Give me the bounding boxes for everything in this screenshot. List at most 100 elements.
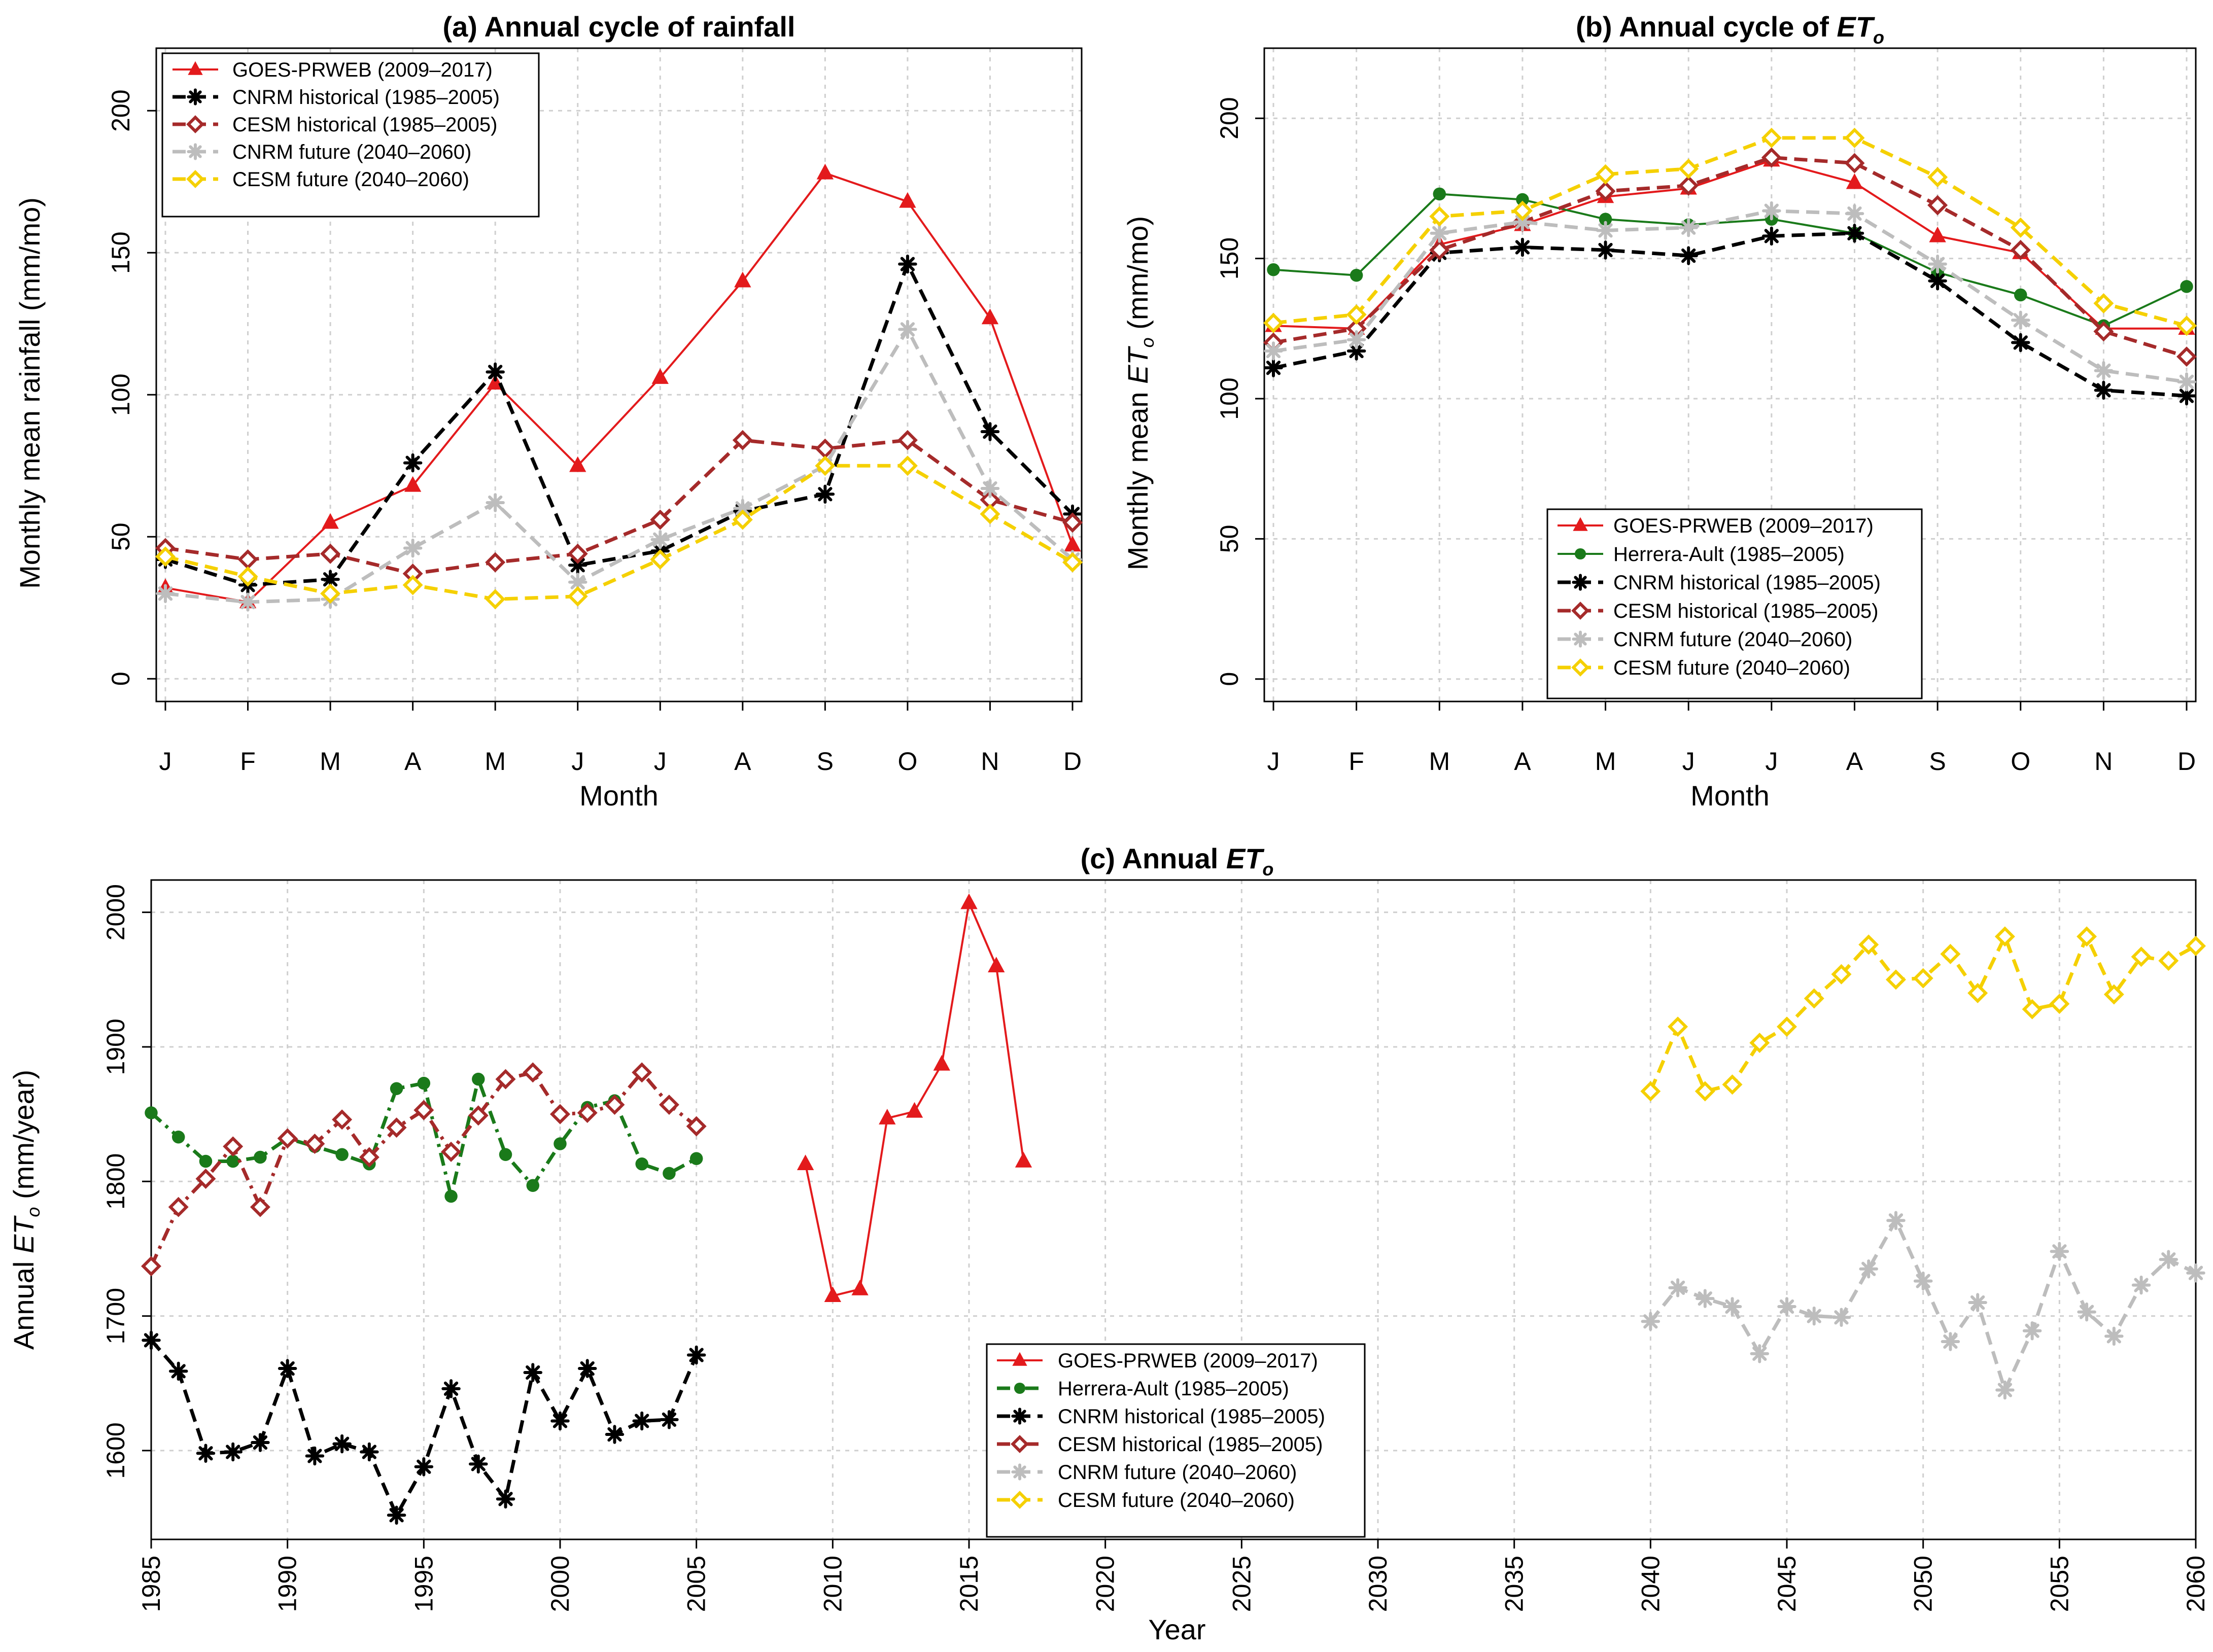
data-point-herrera bbox=[635, 1157, 648, 1171]
data-point-cesm_fut bbox=[2010, 217, 2031, 238]
x-tick-label: J bbox=[159, 747, 172, 776]
y-tick-label: 1800 bbox=[101, 1153, 130, 1210]
series-line-cesm_hist bbox=[165, 438, 1073, 576]
data-point-cesm_hist bbox=[659, 1095, 679, 1115]
data-point-cnrm_hist bbox=[815, 484, 835, 504]
x-tick-label: N bbox=[2094, 747, 2113, 776]
legend-item-cnrm_hist: CNRM historical (1985–2005) bbox=[1558, 572, 1881, 594]
legend-box bbox=[1546, 508, 1923, 699]
data-point-cesm_fut bbox=[1831, 964, 1852, 985]
data-point-cesm_hist bbox=[141, 1256, 161, 1277]
legend-item-cnrm_fut: CNRM future (2040–2060) bbox=[1558, 628, 1852, 651]
data-point-cesm_fut bbox=[155, 546, 176, 567]
panel-b-xlabel: Month bbox=[1690, 780, 1770, 812]
data-point-cesm_hist bbox=[686, 1116, 707, 1137]
data-point-cnrm_hist bbox=[660, 1410, 679, 1429]
series-cnrm_hist bbox=[142, 1330, 706, 1525]
series-line-goes bbox=[1273, 159, 2187, 330]
data-point-herrera bbox=[335, 1148, 349, 1161]
x-tick-label: A bbox=[404, 747, 422, 776]
data-point-goes bbox=[1064, 536, 1081, 552]
data-point-cnrm_fut bbox=[568, 573, 587, 592]
data-point-herrera bbox=[1267, 263, 1280, 276]
data-point-cesm_hist bbox=[567, 543, 588, 564]
series-line-cnrm_fut bbox=[1273, 209, 2187, 384]
data-point-cnrm_hist bbox=[414, 1457, 434, 1477]
data-point-goes bbox=[1015, 1151, 1032, 1168]
series-cesm_hist bbox=[155, 430, 1083, 584]
data-point-herrera bbox=[145, 1106, 158, 1119]
data-point-cesm_hist bbox=[168, 1197, 189, 1217]
data-point-herrera bbox=[1516, 193, 1529, 206]
data-point-cnrm_hist bbox=[360, 1442, 379, 1462]
panel-a-legend: GOES-PRWEB (2009–2017) CNRM historical (1… bbox=[161, 52, 540, 218]
data-point-cnrm_fut bbox=[1995, 1380, 2015, 1400]
data-point-cesm_fut bbox=[2158, 951, 2179, 971]
data-point-cesm_hist bbox=[468, 1105, 489, 1126]
data-point-cesm_fut bbox=[815, 455, 836, 476]
data-point-cnrm_fut bbox=[1596, 221, 1615, 240]
legend-item-cnrm_fut: CNRM future (2040–2060) bbox=[172, 141, 471, 163]
legend-marker bbox=[1011, 1408, 1028, 1425]
series-line-cesm_hist bbox=[1273, 156, 2188, 359]
data-point-cesm_hist bbox=[523, 1062, 543, 1083]
x-tick-label: 2020 bbox=[1091, 1556, 1120, 1612]
data-point-cesm_hist bbox=[650, 509, 671, 530]
legend-item-herrera: Herrera-Ault (1985–2005) bbox=[997, 1378, 1289, 1400]
series-line-cnrm_fut bbox=[165, 327, 1074, 604]
data-point-cnrm_fut bbox=[1750, 1344, 1770, 1363]
data-point-cnrm_hist bbox=[496, 1489, 515, 1509]
legend-item-cesm_fut: CESM future (2040–2060) bbox=[172, 168, 469, 191]
data-point-cesm_hist bbox=[495, 1069, 516, 1089]
legend-box bbox=[161, 52, 540, 218]
legend-marker bbox=[1572, 630, 1589, 648]
data-point-goes bbox=[906, 1102, 923, 1118]
y-tick-label: 50 bbox=[107, 522, 135, 551]
legend-item-cesm_hist: CESM historical (1985–2005) bbox=[1558, 600, 1878, 622]
x-tick-label: F bbox=[1348, 747, 1364, 776]
data-point-cesm_fut bbox=[2022, 999, 2043, 1020]
x-tick-label: 2060 bbox=[2182, 1556, 2210, 1612]
series-line-cnrm_hist bbox=[164, 262, 1074, 587]
data-point-goes bbox=[651, 368, 669, 384]
series-cnrm_fut bbox=[1641, 1211, 2205, 1400]
data-point-cesm_fut bbox=[1678, 158, 1699, 179]
series-line-cnrm_hist bbox=[1273, 231, 2187, 398]
x-tick-label: J bbox=[571, 747, 584, 776]
x-tick-label: 1990 bbox=[273, 1556, 302, 1612]
x-tick-label: 2005 bbox=[682, 1556, 711, 1612]
x-tick-label: 2035 bbox=[1500, 1556, 1529, 1612]
data-point-cesm_fut bbox=[732, 509, 753, 530]
panel-c-annual-eto: (c) Annual ETo Year Annual ETo (mm/year)… bbox=[8, 842, 2210, 1645]
data-point-cesm_hist bbox=[277, 1128, 298, 1149]
panel-a-xlabel: Month bbox=[579, 780, 659, 812]
panel-b-legend: GOES-PRWEB (2009–2017) Herrera-Ault (1985… bbox=[1546, 508, 1923, 699]
x-tick-label: A bbox=[1846, 747, 1863, 776]
legend-label: CESM historical (1985–2005) bbox=[232, 114, 497, 136]
data-point-herrera bbox=[1433, 187, 1446, 201]
data-point-cesm_hist bbox=[732, 430, 753, 450]
legend-marker bbox=[186, 170, 204, 188]
data-point-herrera bbox=[2014, 288, 2027, 302]
x-tick-label: N bbox=[981, 747, 999, 776]
legend-marker bbox=[1574, 548, 1586, 560]
data-point-cesm_hist bbox=[2176, 346, 2197, 367]
data-point-herrera bbox=[444, 1189, 458, 1203]
data-point-goes bbox=[933, 1055, 950, 1071]
data-point-cnrm_fut bbox=[1845, 204, 1864, 223]
legend-label: CESM future (2040–2060) bbox=[1058, 1489, 1295, 1512]
panel-a-rainfall: (a) Annual cycle of rainfall Month Month… bbox=[14, 11, 1083, 812]
data-point-cesm_fut bbox=[320, 583, 341, 604]
x-tick-label: 1995 bbox=[409, 1556, 438, 1612]
data-point-cnrm_hist bbox=[1679, 246, 1698, 265]
legend-item-cnrm_hist: CNRM historical (1985–2005) bbox=[172, 86, 500, 109]
x-tick-label: S bbox=[1929, 747, 1946, 776]
y-tick-label: 0 bbox=[1215, 672, 1243, 686]
data-point-cesm_fut bbox=[1512, 200, 1533, 221]
data-point-cnrm_fut bbox=[2050, 1242, 2069, 1261]
data-point-goes bbox=[1846, 173, 1863, 189]
series-cesm_fut bbox=[1263, 127, 2197, 336]
data-point-cesm_hist bbox=[195, 1168, 216, 1189]
data-point-cesm_hist bbox=[632, 1062, 652, 1083]
